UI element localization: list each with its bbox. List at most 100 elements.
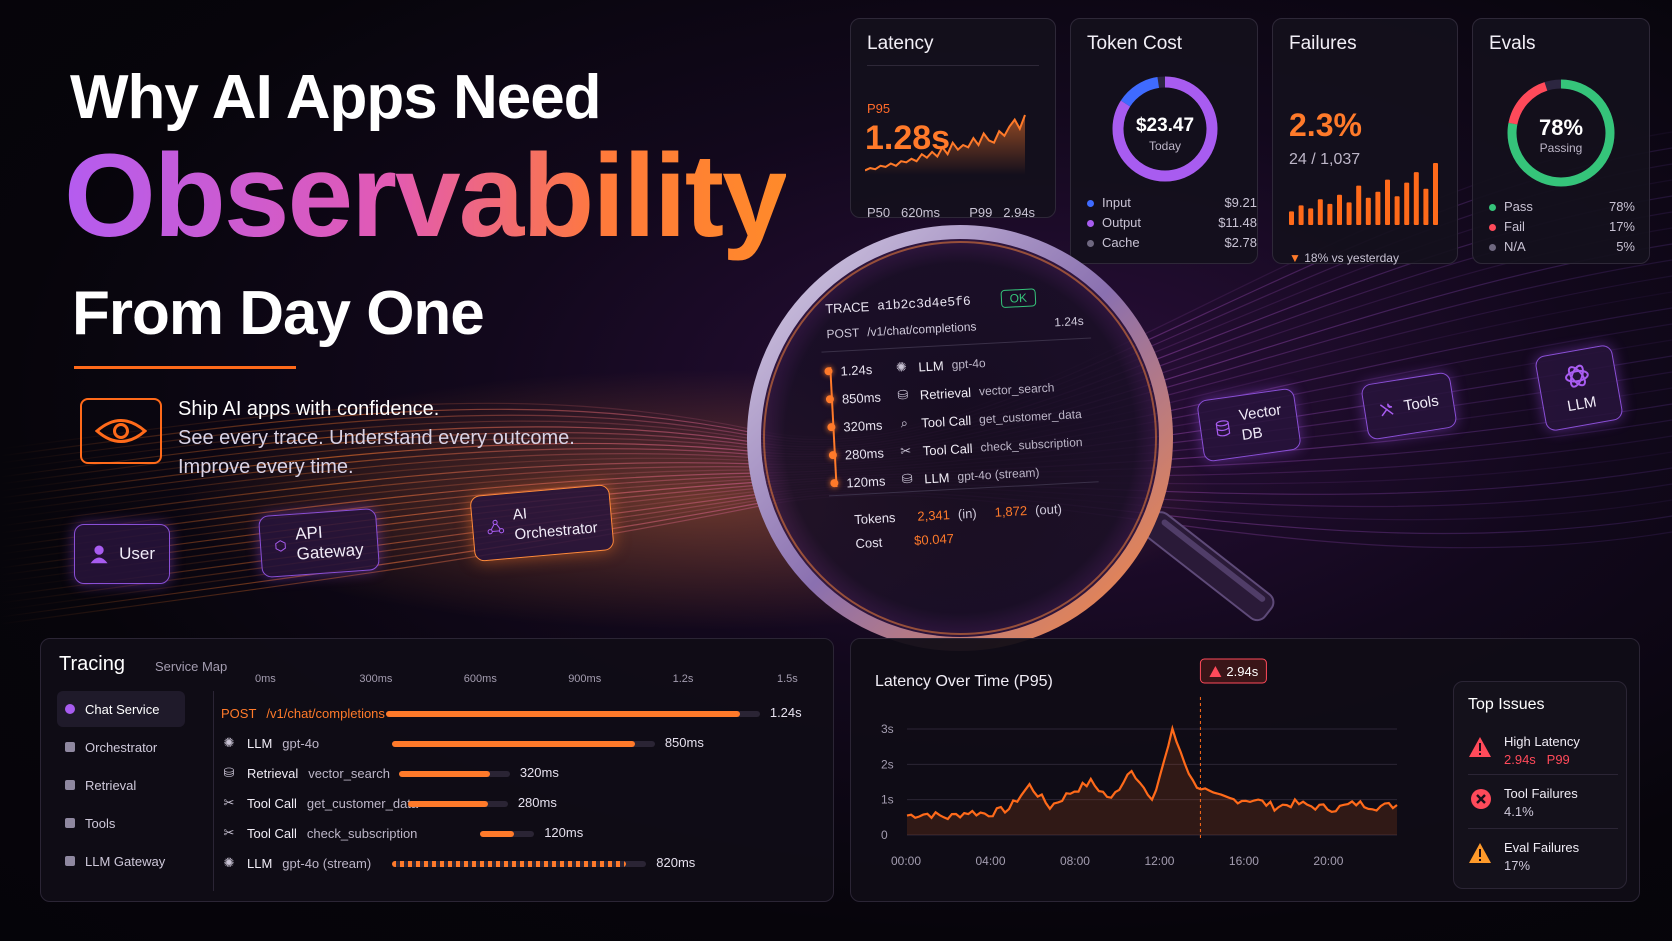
na-dot [1489,244,1496,252]
tools-icon: ✂ [223,825,235,840]
row-duration: 120ms [544,825,584,840]
row-name: /v1/chat/completions [266,705,385,721]
evals-card-title: Evals [1489,33,1536,54]
token-cost-card[interactable]: Token Cost $23.47 Today Input $9.21 Outpu… [1070,18,1258,264]
row-kind: LLM [247,855,273,871]
y-tick-label: 2s [881,757,894,771]
evals-card[interactable]: Evals 78% Passing Pass 78% Fail 17% N/A 5% [1472,18,1650,264]
p50-label: P50 [867,205,891,220]
trace-span-row[interactable]: 120ms ⛁ LLM gpt-4o (stream) [830,464,1040,491]
failure-bar [1375,191,1381,225]
service-item[interactable]: LLM Gateway [57,843,185,879]
x-tick-label: 08:00 [1060,854,1090,868]
span-name: gpt-4o [951,356,986,372]
timeline-tick-label: 600ms [463,673,497,685]
service-item[interactable]: Retrieval [57,767,185,803]
legend-row-output: Output $11.48 [1087,215,1257,230]
failures-card-title: Failures [1289,33,1357,54]
failure-trend: ▼ 18% vs yesterday [1289,251,1399,265]
tagline-line2: See every trace. Understand every outcom… [178,427,575,449]
failures-card[interactable]: Failures 2.3% 24 / 1,037 ▼ 18% vs yester… [1272,18,1458,265]
flow-node-tools[interactable]: Tools [1360,371,1458,441]
failure-bar [1385,179,1390,225]
legend-row-na: N/A 5% [1489,239,1635,254]
span-duration: 320ms [843,417,883,435]
flow-node-api-gateway[interactable]: API Gateway [257,507,381,579]
trace-label: TRACE [824,298,870,316]
trace-timeline-row[interactable]: ✂ Tool Call get_customer_data [221,791,419,815]
latency-percentiles: P50 620ms P99 2.94s [867,205,1035,220]
trace-cost: Cost $0.047 [855,530,955,552]
tracing-panel[interactable]: Tracing Service Map Chat Service Orchestr… [40,638,834,902]
row-name: get_customer_data [306,795,419,811]
service-item[interactable]: Chat Service [57,691,185,727]
trace-span-row[interactable]: 850ms ⛁ Retrieval vector_search [825,379,1055,407]
trace-span-row[interactable]: 280ms ✂ Tool Call check_subscription [828,434,1083,463]
row-duration: 320ms [519,765,559,780]
service-item[interactable]: Tools [57,805,185,841]
service-item[interactable]: Orchestrator [57,729,185,765]
openai-icon [1565,364,1589,388]
row-name: gpt-4o [282,735,320,751]
trace-span-row[interactable]: 320ms ⌕ Tool Call get_customer_data [827,406,1082,435]
y-tick-label: 0 [881,828,888,842]
trace-timeline-row[interactable]: ✺ LLM gpt-4o (stream) [221,851,372,875]
service-map-tab[interactable]: Service Map [155,659,228,674]
token-card-title: Token Cost [1087,33,1183,54]
row-kind: LLM [247,735,273,751]
span-name: vector_search [978,380,1055,399]
tracing-divider [213,691,214,891]
trace-timeline-row[interactable]: ✂ Tool Call check_subscription [221,821,418,845]
trace-timeline-row[interactable]: ⛁ Retrieval vector_search [221,761,390,785]
card-divider [867,65,1039,66]
issue-eval-failures[interactable]: Eval Failures 17% [1504,840,1580,873]
failure-bar [1433,163,1438,225]
trace-timeline-row[interactable]: POST/v1/chat/completions [221,701,385,725]
failures-bar-chart [1289,163,1438,225]
row-duration: 280ms [517,795,557,810]
span-duration: 1.24s [840,361,873,379]
latency-card[interactable]: Latency P95 1.28s P50 620ms P99 2.94s [850,18,1056,220]
span-dot [824,367,833,376]
failure-count: 24 / 1,037 [1289,151,1361,168]
evals-donut [1507,79,1615,187]
issue-separator [1468,774,1618,775]
failure-bar [1356,185,1362,225]
flow-node-llm[interactable]: LLM [1533,343,1625,433]
evals-sub: Passing [1539,141,1583,155]
legend-row-fail: Fail 17% [1489,219,1635,234]
service-icon [65,742,75,752]
span-duration: 280ms [844,444,885,463]
flow-node-user[interactable]: User [74,524,170,584]
issue-separator-2 [1468,828,1618,829]
x-tick-label: 20:00 [1313,854,1343,868]
issue-high-latency[interactable]: High Latency 2.94s P99 [1504,734,1580,767]
trace-timeline-row[interactable]: ✺ LLM gpt-4o [221,731,320,755]
latency-sparkline [865,114,1026,175]
peak-label: 2.94s [1226,664,1258,679]
hero-divider [74,366,296,369]
span-duration: 850ms [841,389,882,407]
span-name: gpt-4o (stream) [957,465,1040,484]
top-issues-panel[interactable]: Top Issues High Latency 2.94s P99 Tool F… [1453,681,1627,889]
failure-bar [1365,197,1371,225]
issue-tool-failures[interactable]: Tool Failures 4.1% [1504,786,1578,819]
tools-icon: ✂ [223,795,235,810]
tagline-line3: Improve every time. [178,456,354,478]
flow-node-vector-db[interactable]: Vector DB [1196,387,1302,463]
trend-down-icon: ▼ [1289,251,1301,265]
input-dot [1087,200,1094,208]
flow-node-ai-orchestrator[interactable]: AI Orchestrator [469,484,615,562]
trace-status-badge: OK [1000,288,1037,309]
warning-icon [1209,666,1222,677]
latency-chart-panel[interactable]: Latency Over Time (P95) 3s 2s 1s 0 00:00 04:0… [850,638,1640,902]
failure-bar [1327,203,1333,225]
legend-row-pass: Pass 78% [1489,199,1635,214]
x-tick-label: 04:00 [975,854,1005,868]
trace-detail-panel[interactable]: TRACE a1b2c3d4e5f6 OK POST /v1/chat/comp… [812,270,1125,585]
trace-span-row[interactable]: 1.24s ✺ LLM gpt-4o [824,355,986,379]
warning-icon [1469,737,1491,757]
timeline-bar [386,711,740,717]
span-name: get_customer_data [978,407,1083,427]
service-icon [65,780,75,790]
